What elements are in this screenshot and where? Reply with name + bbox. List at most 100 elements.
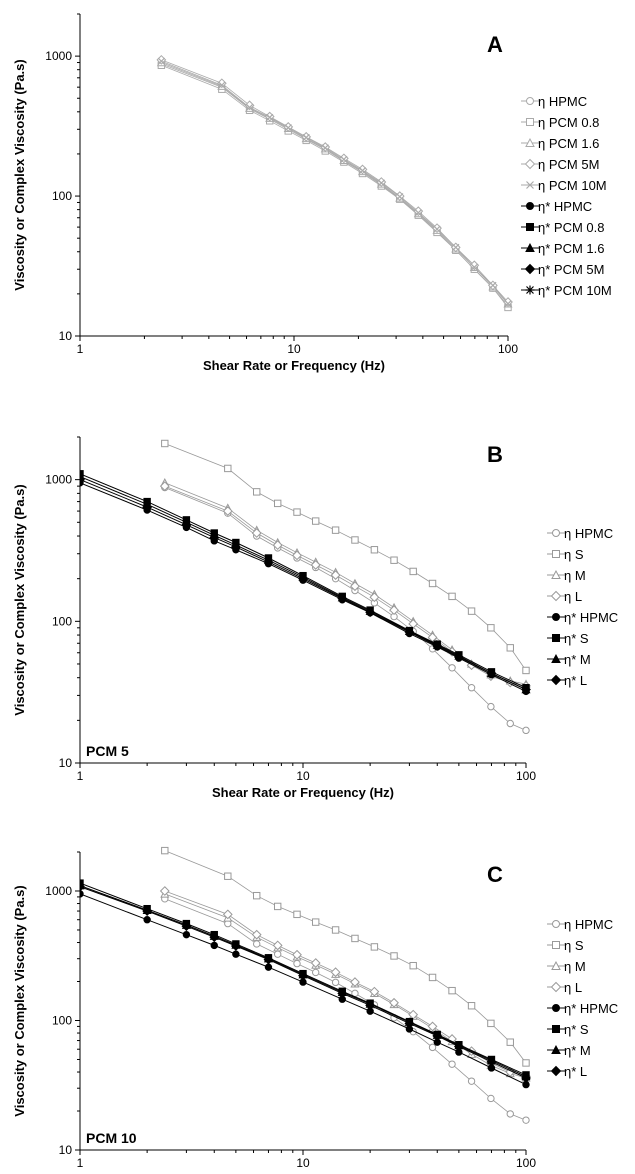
series-2 bbox=[160, 478, 531, 688]
data-point bbox=[522, 726, 530, 735]
data-point bbox=[351, 536, 359, 544]
data-point bbox=[251, 929, 262, 940]
panel-label: A bbox=[487, 32, 503, 57]
data-point bbox=[506, 719, 514, 728]
data-point bbox=[232, 950, 240, 958]
data-point bbox=[298, 970, 308, 981]
data-point bbox=[157, 57, 165, 65]
y-axis-title: Viscosity or Complex Viscosity (Pa.s) bbox=[12, 885, 27, 1116]
legend-label: η* PCM 1.6 bbox=[538, 241, 604, 256]
legend-marker bbox=[552, 941, 560, 949]
data-point bbox=[486, 668, 497, 679]
x-tick-label: 1 bbox=[77, 1156, 84, 1170]
legend-marker bbox=[551, 1044, 561, 1054]
series-line bbox=[164, 482, 527, 685]
data-point bbox=[467, 684, 476, 692]
data-point bbox=[453, 652, 464, 662]
y-tick-label: 100 bbox=[52, 1013, 72, 1027]
data-point bbox=[224, 464, 232, 473]
series-0 bbox=[157, 60, 512, 310]
data-point bbox=[506, 1038, 514, 1046]
series-4 bbox=[80, 479, 530, 696]
data-point bbox=[273, 499, 282, 508]
legend-label: η PCM 1.6 bbox=[538, 136, 599, 151]
series-1 bbox=[161, 439, 530, 675]
data-point bbox=[311, 517, 320, 525]
chart-panel-a: 10 100 1000 1 10 100 Shear Rate or Frequency (… bbox=[12, 13, 612, 373]
data-point bbox=[273, 950, 282, 958]
data-point bbox=[284, 124, 292, 132]
legend-marker bbox=[551, 653, 561, 663]
data-point bbox=[432, 641, 443, 651]
x-tick-label: 10 bbox=[296, 1156, 310, 1170]
legend-marker bbox=[526, 202, 534, 210]
data-point bbox=[245, 103, 254, 112]
data-point bbox=[253, 488, 261, 496]
data-point bbox=[330, 967, 341, 978]
x-tick-label: 100 bbox=[498, 342, 518, 356]
legend-label: η* PCM 0.8 bbox=[538, 220, 604, 235]
legend-label: η* S bbox=[564, 631, 589, 646]
legend-marker bbox=[550, 981, 562, 993]
data-point bbox=[292, 949, 302, 960]
data-point bbox=[504, 300, 512, 308]
y-tick-label: 1000 bbox=[45, 49, 72, 63]
data-point bbox=[409, 567, 417, 576]
data-point bbox=[522, 666, 530, 675]
series-1 bbox=[161, 846, 530, 1067]
data-point bbox=[80, 474, 85, 485]
legend-label: η* S bbox=[564, 1022, 589, 1037]
data-point bbox=[222, 909, 233, 920]
legend-label: η PCM 0.8 bbox=[538, 115, 599, 130]
series-7 bbox=[80, 474, 531, 695]
legend-marker bbox=[525, 242, 535, 252]
y-tick-label: 10 bbox=[59, 1143, 73, 1157]
series-3 bbox=[156, 54, 513, 307]
series-line bbox=[161, 60, 509, 305]
data-point bbox=[159, 481, 170, 492]
series-line bbox=[80, 893, 527, 1086]
data-point bbox=[396, 193, 404, 201]
data-point bbox=[404, 1018, 415, 1029]
data-point bbox=[408, 1009, 419, 1020]
series-3 bbox=[159, 481, 531, 691]
data-point bbox=[404, 627, 415, 637]
series-line bbox=[164, 443, 527, 671]
series-line bbox=[161, 59, 509, 303]
legend-label: η* HPMC bbox=[564, 1001, 618, 1016]
panel-label: B bbox=[487, 442, 503, 467]
data-point bbox=[311, 968, 320, 977]
legend-marker bbox=[552, 529, 560, 537]
series-0 bbox=[161, 895, 530, 1124]
legend: η HPMC η S η M η L η* HPMC η* S η* M η* L bbox=[547, 526, 618, 688]
data-point bbox=[365, 607, 376, 618]
legend-label: η L bbox=[564, 589, 582, 604]
data-point bbox=[210, 941, 218, 950]
data-point bbox=[365, 1000, 376, 1011]
data-point bbox=[351, 934, 359, 943]
data-point bbox=[253, 891, 261, 900]
data-point bbox=[433, 225, 441, 233]
y-tick-label: 10 bbox=[59, 756, 73, 770]
data-point bbox=[428, 973, 437, 982]
legend-marker bbox=[550, 590, 562, 602]
legend-marker bbox=[526, 181, 534, 189]
chart-panel-b: 10 100 1000 1 10 100 Shear Rate or Frequency (… bbox=[12, 436, 618, 800]
data-point bbox=[448, 1060, 456, 1068]
legend-marker bbox=[525, 285, 535, 295]
data-point bbox=[370, 546, 379, 554]
data-point bbox=[142, 502, 153, 513]
series-1 bbox=[157, 61, 512, 312]
data-point bbox=[409, 961, 417, 970]
legend-label: η M bbox=[564, 568, 586, 583]
data-point bbox=[452, 243, 460, 251]
series-line bbox=[161, 62, 509, 305]
data-point bbox=[428, 1043, 437, 1052]
data-point bbox=[350, 581, 360, 592]
data-point bbox=[414, 209, 422, 217]
data-point bbox=[298, 573, 308, 584]
data-point bbox=[264, 963, 273, 971]
data-point bbox=[428, 579, 437, 588]
data-point bbox=[337, 593, 348, 604]
data-point bbox=[181, 921, 192, 932]
